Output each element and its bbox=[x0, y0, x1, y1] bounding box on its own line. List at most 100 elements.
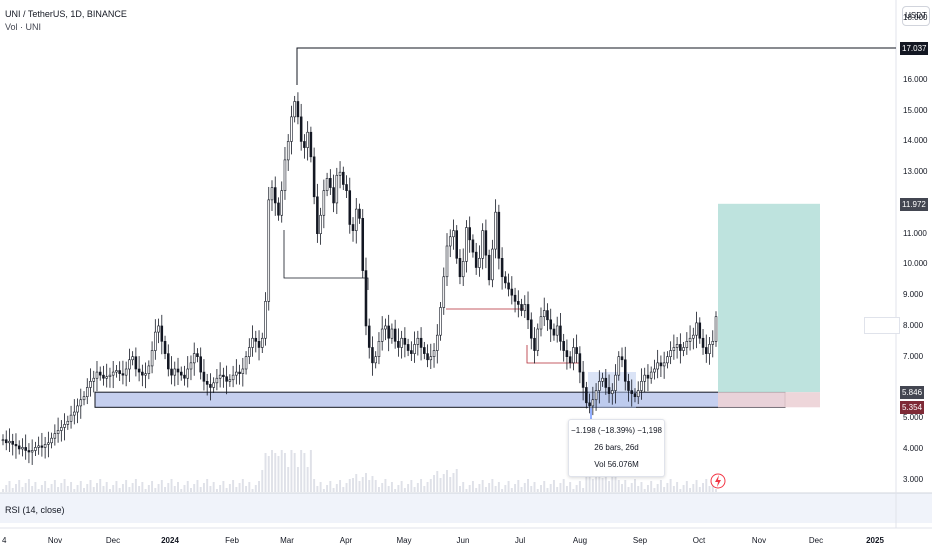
time-tick-label: May bbox=[396, 536, 412, 545]
volume-bar bbox=[514, 484, 517, 492]
volume-bar bbox=[183, 485, 186, 492]
volume-bar bbox=[371, 476, 374, 492]
candle-body bbox=[115, 370, 118, 373]
volume-bar bbox=[501, 489, 504, 492]
volume-bar bbox=[209, 486, 212, 492]
candle-body bbox=[669, 350, 672, 357]
candle-body bbox=[192, 353, 196, 364]
volume-bar bbox=[319, 482, 322, 492]
candle-body bbox=[546, 310, 549, 321]
candle-body bbox=[79, 399, 83, 407]
volume-bar bbox=[329, 481, 332, 492]
volume-bar bbox=[458, 486, 461, 492]
volume-bar bbox=[510, 488, 513, 492]
volume-bar bbox=[637, 486, 640, 492]
price-input-box[interactable] bbox=[864, 317, 900, 334]
volume-bar bbox=[663, 487, 666, 492]
candle-body bbox=[611, 390, 614, 394]
candle-body bbox=[37, 445, 40, 448]
volume-bar bbox=[523, 483, 526, 492]
candle-body bbox=[306, 131, 309, 148]
price-tick-label: 15.000 bbox=[903, 105, 928, 115]
candle-body bbox=[491, 248, 494, 281]
volume-bar bbox=[251, 489, 254, 492]
candle-body bbox=[468, 227, 471, 241]
candle-body bbox=[572, 347, 575, 364]
volume-bar bbox=[659, 480, 662, 492]
volume-bar bbox=[170, 479, 173, 492]
candle-body bbox=[688, 337, 692, 342]
candle-body bbox=[225, 376, 228, 382]
volume-bar bbox=[656, 484, 659, 492]
volume-bar bbox=[403, 488, 406, 492]
candle-body bbox=[108, 374, 112, 377]
volume-bar bbox=[462, 482, 465, 492]
candle-body bbox=[14, 444, 18, 447]
volume-bar bbox=[306, 467, 309, 492]
volume-bar bbox=[614, 473, 617, 492]
volume-bar bbox=[151, 481, 154, 492]
volume-bar bbox=[339, 480, 342, 492]
candle-body bbox=[303, 141, 306, 148]
candle-body bbox=[416, 337, 420, 345]
volume-bar bbox=[267, 456, 270, 492]
volume-bar bbox=[2, 489, 4, 492]
price-marker-entry: 5.846 bbox=[900, 386, 925, 400]
range-line-jul bbox=[526, 345, 580, 364]
candle-body bbox=[662, 362, 666, 367]
volume-bar bbox=[89, 480, 92, 492]
volume-bar bbox=[400, 481, 403, 492]
candle-body bbox=[316, 196, 319, 235]
volume-bar bbox=[86, 484, 89, 492]
candle-body bbox=[529, 319, 533, 339]
volume-bar bbox=[679, 489, 682, 492]
candle-body bbox=[47, 442, 50, 445]
volume-bar bbox=[293, 453, 296, 492]
candle-body bbox=[218, 374, 222, 379]
volume-bar bbox=[34, 482, 37, 492]
volume-bar bbox=[650, 481, 653, 492]
volume-bar bbox=[481, 480, 484, 492]
candle-body bbox=[358, 208, 361, 219]
candle-body bbox=[17, 445, 21, 450]
candle-body bbox=[643, 374, 646, 382]
candle-body bbox=[118, 370, 121, 374]
volume-bar bbox=[264, 453, 267, 492]
volume-bar bbox=[193, 484, 196, 492]
volume-bar bbox=[235, 487, 238, 492]
volume-bar bbox=[672, 486, 675, 492]
candle-body bbox=[552, 328, 556, 336]
candle-body bbox=[513, 294, 517, 302]
volume-bar bbox=[342, 487, 345, 492]
candle-body bbox=[510, 288, 514, 296]
candle-body bbox=[384, 325, 387, 330]
candle-body bbox=[364, 270, 368, 327]
volume-bar bbox=[167, 483, 170, 492]
volume-bar bbox=[215, 489, 218, 492]
time-tick-label: Nov bbox=[751, 536, 767, 545]
rsi-indicator-label[interactable]: RSI (14, close) bbox=[5, 505, 65, 515]
candle-body bbox=[73, 411, 76, 416]
candle-body bbox=[131, 356, 134, 361]
time-tick-label: Mar bbox=[280, 536, 294, 545]
volume-bar bbox=[384, 479, 387, 492]
measure-bars: 26 bars, 26d bbox=[594, 443, 639, 452]
time-tick-label: Apr bbox=[339, 536, 353, 545]
volume-bar bbox=[219, 485, 222, 492]
candle-body bbox=[594, 390, 598, 401]
candle-body bbox=[286, 141, 290, 161]
volume-bar bbox=[552, 480, 555, 492]
symbol-title[interactable]: UNI / TetherUS, 1D, BINANCE bbox=[5, 9, 127, 19]
candle-body bbox=[21, 447, 24, 450]
volume-indicator-label[interactable]: Vol · UNI bbox=[5, 22, 42, 32]
range-box-mar bbox=[283, 230, 369, 290]
currency-button[interactable]: USDT bbox=[902, 6, 930, 26]
volume-bar bbox=[199, 487, 202, 492]
candle-body bbox=[312, 156, 316, 198]
candle-body bbox=[257, 341, 261, 348]
candle-body bbox=[494, 211, 497, 250]
candle-body bbox=[293, 101, 296, 118]
volume-bar bbox=[468, 485, 471, 492]
volume-bar bbox=[99, 479, 102, 492]
